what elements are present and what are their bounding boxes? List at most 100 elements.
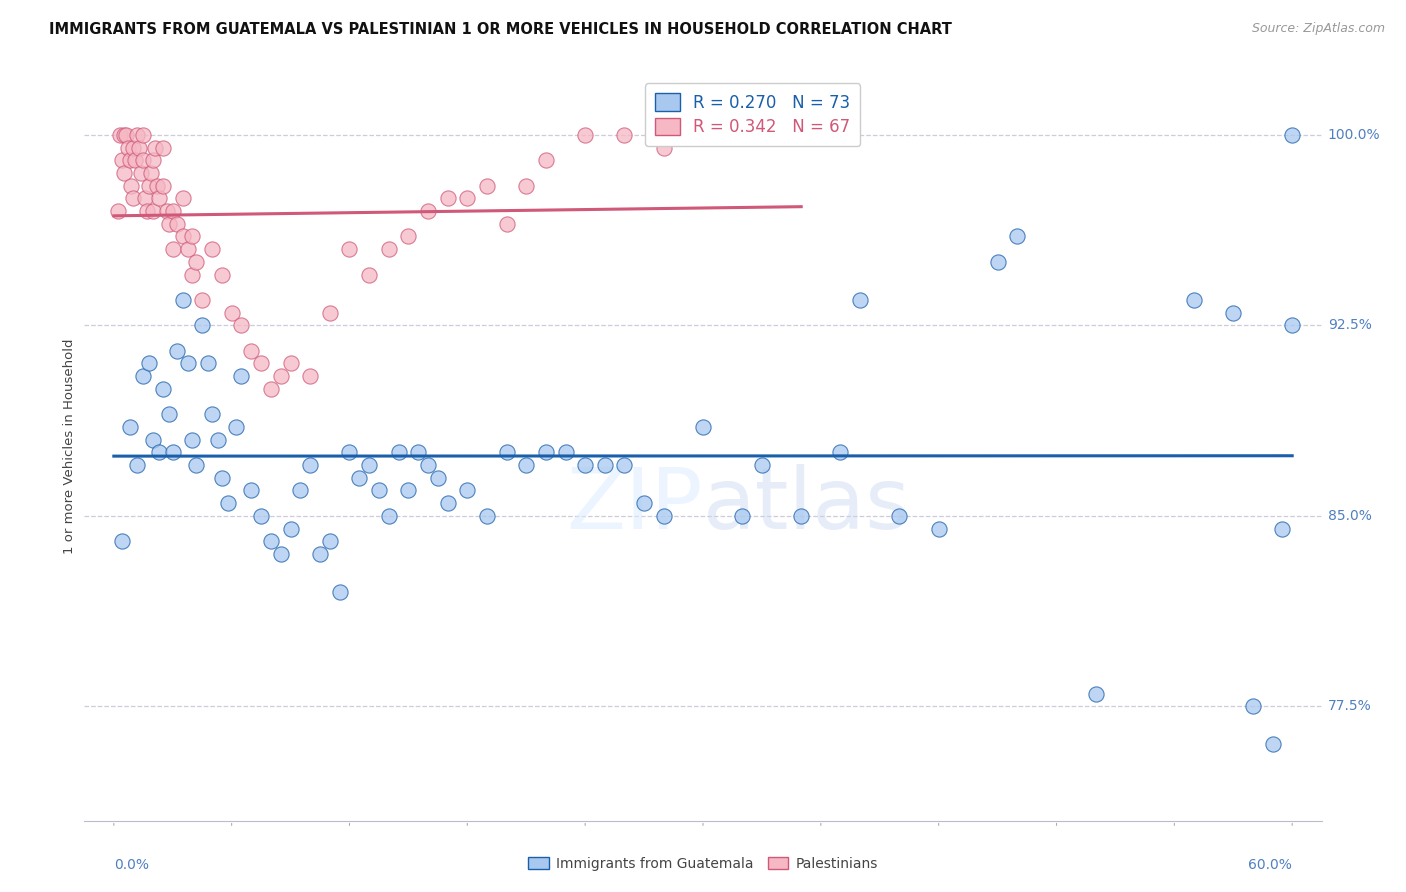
- Point: [240, 343, 263, 358]
- Point: [107, 204, 129, 219]
- Point: [406, 445, 429, 459]
- Point: [201, 242, 224, 256]
- Point: [138, 356, 160, 370]
- Point: [290, 483, 312, 498]
- Point: [134, 191, 156, 205]
- Point: [143, 140, 166, 154]
- Text: 85.0%: 85.0%: [1327, 508, 1372, 523]
- Point: [280, 356, 302, 370]
- Point: [250, 356, 273, 370]
- Point: [162, 204, 184, 219]
- Point: [201, 407, 224, 421]
- Point: [329, 585, 352, 599]
- Point: [378, 508, 401, 523]
- Point: [124, 153, 146, 168]
- Point: [495, 445, 517, 459]
- Point: [368, 483, 391, 498]
- Point: [157, 217, 180, 231]
- Point: [211, 471, 233, 485]
- Point: [416, 458, 439, 472]
- Text: 77.5%: 77.5%: [1327, 699, 1372, 714]
- Point: [139, 166, 162, 180]
- Point: [172, 191, 194, 205]
- Point: [456, 191, 478, 205]
- Text: IMMIGRANTS FROM GUATEMALA VS PALESTINIAN 1 OR MORE VEHICLES IN HOUSEHOLD CORRELA: IMMIGRANTS FROM GUATEMALA VS PALESTINIAN…: [49, 22, 952, 37]
- Point: [830, 445, 852, 459]
- Point: [416, 204, 439, 219]
- Point: [191, 293, 214, 307]
- Point: [633, 496, 655, 510]
- Point: [132, 153, 155, 168]
- Point: [309, 547, 332, 561]
- Point: [162, 242, 184, 256]
- Point: [299, 369, 322, 384]
- Point: [387, 445, 409, 459]
- Point: [191, 318, 214, 333]
- Point: [136, 204, 159, 219]
- Point: [231, 318, 253, 333]
- Point: [117, 140, 139, 154]
- Point: [475, 508, 498, 523]
- Point: [132, 369, 155, 384]
- Point: [121, 178, 143, 193]
- Point: [148, 445, 170, 459]
- Point: [692, 420, 714, 434]
- Point: [436, 496, 458, 510]
- Point: [593, 458, 616, 472]
- Point: [396, 483, 419, 498]
- Point: [731, 508, 754, 523]
- Text: atlas: atlas: [703, 465, 911, 548]
- Point: [1005, 229, 1028, 244]
- Point: [319, 534, 342, 549]
- Text: 92.5%: 92.5%: [1327, 318, 1372, 333]
- Point: [554, 445, 576, 459]
- Text: 100.0%: 100.0%: [1327, 128, 1381, 142]
- Point: [122, 191, 145, 205]
- Point: [118, 420, 141, 434]
- Point: [112, 166, 135, 180]
- Text: 60.0%: 60.0%: [1249, 858, 1292, 872]
- Point: [692, 128, 714, 142]
- Point: [1084, 687, 1107, 701]
- Point: [260, 534, 283, 549]
- Point: [378, 242, 401, 256]
- Point: [138, 178, 160, 193]
- Point: [270, 369, 292, 384]
- Text: ZIP: ZIP: [567, 465, 703, 548]
- Point: [211, 268, 233, 282]
- Point: [270, 547, 292, 561]
- Point: [207, 433, 229, 447]
- Y-axis label: 1 or more Vehicles in Household: 1 or more Vehicles in Household: [63, 338, 76, 554]
- Point: [148, 191, 170, 205]
- Point: [118, 153, 141, 168]
- Point: [426, 471, 449, 485]
- Point: [146, 178, 169, 193]
- Point: [1281, 128, 1303, 142]
- Point: [849, 293, 872, 307]
- Point: [186, 458, 208, 472]
- Point: [250, 508, 273, 523]
- Point: [152, 178, 174, 193]
- Point: [574, 128, 596, 142]
- Point: [108, 128, 131, 142]
- Point: [166, 217, 188, 231]
- Point: [1241, 699, 1264, 714]
- Point: [231, 369, 253, 384]
- Point: [299, 458, 322, 472]
- Point: [181, 268, 204, 282]
- Point: [515, 178, 537, 193]
- Point: [142, 204, 165, 219]
- Point: [240, 483, 263, 498]
- Point: [1222, 306, 1244, 320]
- Point: [475, 178, 498, 193]
- Point: [987, 255, 1010, 269]
- Point: [152, 140, 174, 154]
- Point: [111, 534, 134, 549]
- Point: [751, 458, 773, 472]
- Point: [156, 204, 179, 219]
- Point: [142, 153, 165, 168]
- Point: [127, 458, 149, 472]
- Point: [128, 140, 150, 154]
- Point: [652, 508, 675, 523]
- Point: [534, 445, 557, 459]
